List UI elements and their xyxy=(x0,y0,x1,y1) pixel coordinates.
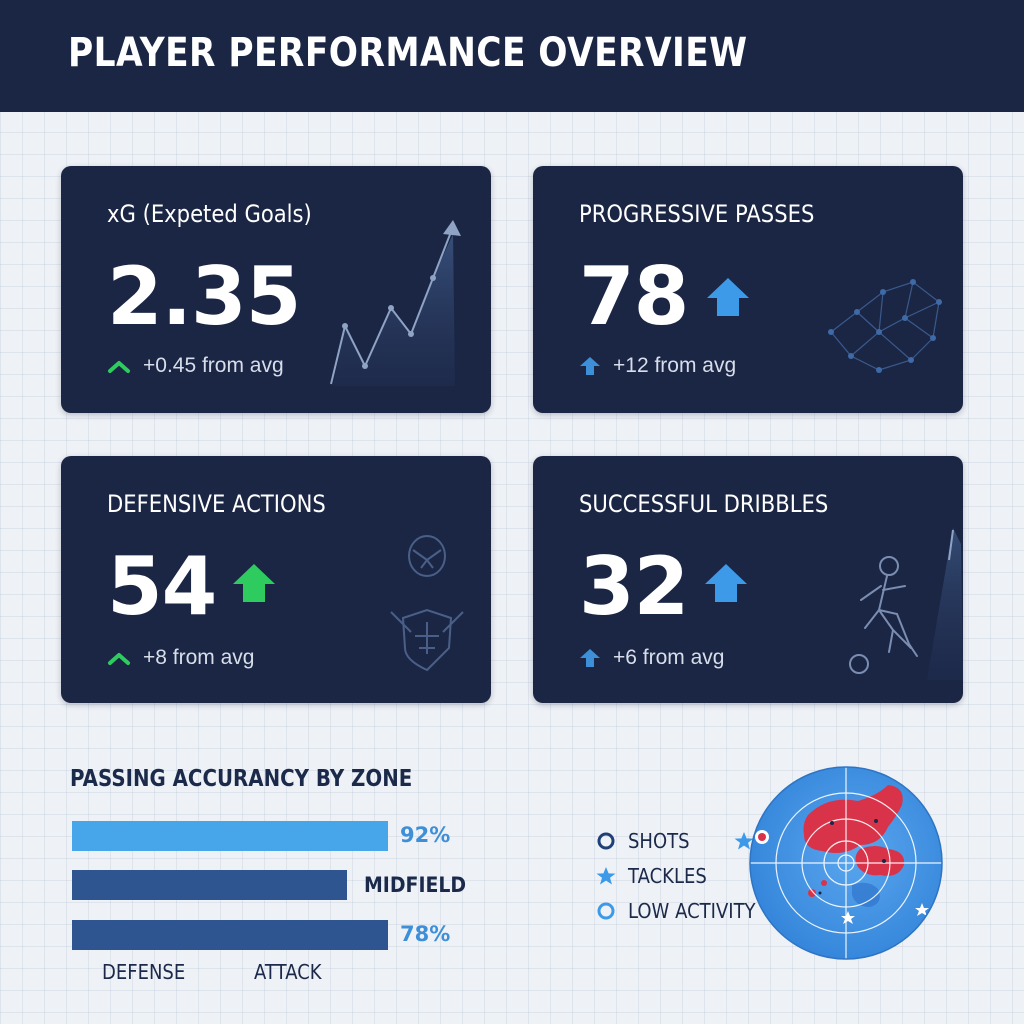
legend-label: LOW ACTIVITY xyxy=(628,899,756,923)
legend-item-low-activity: LOW ACTIVITY xyxy=(596,899,770,923)
card-delta: +0.45 from avg xyxy=(107,354,284,378)
axis-label-defense: DEFENSE xyxy=(102,960,186,984)
card-delta-text: +0.45 from avg xyxy=(143,354,284,377)
page-title: PLAYER PERFORMANCE OVERVIEW xyxy=(68,30,748,76)
xg-card[interactable]: xG (Expeted Goals) 2.35 +0.45 from avg xyxy=(61,166,491,413)
passing-bar-label: 78% xyxy=(400,922,451,946)
legend-label: TACKLES xyxy=(628,864,707,888)
card-title: DEFENSIVE ACTIONS xyxy=(107,490,326,518)
ring-icon xyxy=(597,832,615,850)
card-value: 32 xyxy=(579,540,689,633)
card-delta-text: +12 from avg xyxy=(613,354,737,377)
legend-item-tackles: TACKLES xyxy=(596,864,716,888)
card-title: SUCCESSFUL DRIBBLES xyxy=(579,490,829,518)
card-delta: +6 from avg xyxy=(579,646,724,670)
legend-label: SHOTS xyxy=(628,829,690,853)
legend-item-shots: SHOTS xyxy=(596,829,754,853)
card-delta: +12 from avg xyxy=(579,354,736,378)
passing-accuracy-title: PASSING ACCURANCY BY ZONE xyxy=(70,766,413,792)
card-delta-text: +8 from avg xyxy=(143,646,255,669)
card-value: 2.35 xyxy=(107,250,301,343)
star-icon xyxy=(596,867,616,885)
card-delta-text: +6 from avg xyxy=(613,646,725,669)
arrow-up-icon xyxy=(707,278,749,316)
arrow-up-icon xyxy=(580,649,600,667)
tackle-marker xyxy=(841,911,855,924)
successful-dribbles-card[interactable]: SUCCESSFUL DRIBBLES 32 +6 from avg xyxy=(533,456,963,703)
card-title: xG (Expeted Goals) xyxy=(107,200,312,228)
arrow-up-icon xyxy=(233,564,275,602)
passing-bar-midfield[interactable] xyxy=(72,870,347,900)
defensive-actions-card[interactable]: DEFENSIVE ACTIONS 54 +8 from avg xyxy=(61,456,491,703)
network-icon xyxy=(828,279,942,373)
card-value: 78 xyxy=(579,250,689,343)
star-icon xyxy=(734,832,754,850)
passing-bar-label: MIDFIELD xyxy=(364,873,467,897)
card-title: PROGRESSIVE PASSES xyxy=(579,200,815,228)
axis-label-attack: ATTACK xyxy=(254,960,322,984)
shield-icon xyxy=(390,535,464,672)
progressive-passes-card[interactable]: PROGRESSIVE PASSES 78 +12 from avg xyxy=(533,166,963,413)
page-header: PLAYER PERFORMANCE OVERVIEW xyxy=(0,0,1024,112)
activity-radar[interactable] xyxy=(748,765,944,961)
trend-line-icon xyxy=(330,220,461,386)
passing-bar-label: 92% xyxy=(400,823,451,847)
ring-light-icon xyxy=(597,902,615,920)
tackle-marker xyxy=(915,903,929,916)
chevron-up-icon xyxy=(108,653,130,665)
card-delta: +8 from avg xyxy=(107,646,254,670)
player-dribbling-icon xyxy=(849,528,963,680)
radar-grid xyxy=(750,767,942,959)
passing-bar-defense[interactable] xyxy=(72,920,388,950)
arrow-up-icon xyxy=(705,564,747,602)
arrow-up-icon xyxy=(580,357,600,375)
passing-bar-attack[interactable] xyxy=(72,821,388,851)
chevron-up-icon xyxy=(108,361,130,373)
card-value: 54 xyxy=(107,540,217,633)
